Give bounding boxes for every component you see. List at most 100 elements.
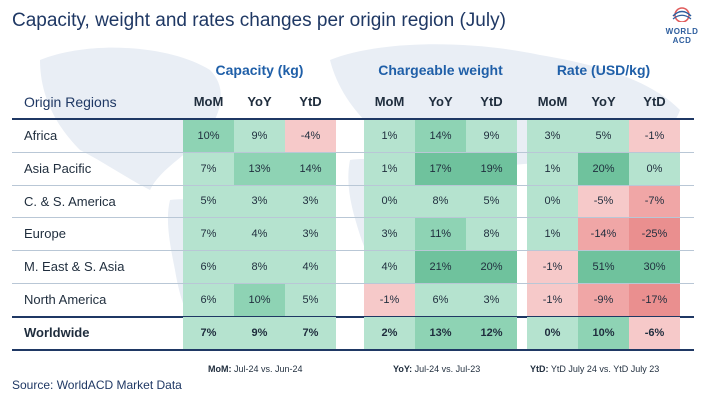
table-cell: 3%	[234, 185, 285, 218]
table-bottom-border	[12, 348, 694, 351]
column-header: MoM	[193, 94, 224, 109]
table-cell: 0%	[527, 316, 578, 349]
table-cell: 0%	[364, 185, 415, 218]
table-cell: -7%	[629, 185, 680, 218]
row-label: North America	[24, 292, 107, 307]
worldacd-logo: WORLD ACD	[654, 6, 710, 45]
footnote-text: Jul-24 vs. Jun-24	[231, 364, 303, 374]
row-label: Africa	[24, 128, 58, 143]
column-header: YtD	[299, 94, 322, 109]
table-cell: 0%	[527, 185, 578, 218]
table-cell: 13%	[234, 152, 285, 185]
table-cell: 51%	[578, 251, 629, 283]
worldwide-divider	[12, 315, 694, 318]
table-cell: -6%	[629, 316, 680, 349]
table-cell: -17%	[629, 284, 680, 316]
table-cell: 6%	[183, 284, 234, 316]
table-cell: 4%	[234, 218, 285, 251]
table-cell: 8%	[234, 251, 285, 283]
logo-line1: WORLD	[665, 27, 699, 36]
logo-line2: ACD	[672, 36, 692, 45]
group-title: Rate (USD/kg)	[556, 62, 651, 78]
table-cell: -14%	[578, 218, 629, 251]
column-header: MoM	[374, 94, 405, 109]
table-cell: 13%	[415, 316, 466, 349]
table-cell: -1%	[527, 251, 578, 283]
table-cell: 10%	[234, 284, 285, 316]
table-cell: 5%	[578, 120, 629, 152]
table-cell: 3%	[364, 218, 415, 251]
table-cell: 17%	[415, 152, 466, 185]
footnote: YtD: YtD July 24 vs. YtD July 23	[530, 364, 659, 374]
row-label: Europe	[24, 226, 66, 242]
row-divider	[12, 250, 694, 252]
table-cell: -9%	[578, 284, 629, 316]
footnote: MoM: Jul-24 vs. Jun-24	[208, 364, 303, 374]
footnote-text: YtD July 24 vs. YtD July 23	[548, 364, 660, 374]
table-cell: 5%	[183, 185, 234, 218]
table-cell: -25%	[629, 218, 680, 251]
table-cell: 9%	[466, 120, 517, 152]
table-cell: 20%	[578, 152, 629, 185]
footnote-key: YoY:	[393, 364, 413, 374]
table-cell: 9%	[234, 316, 285, 349]
table-cell: 7%	[183, 152, 234, 185]
table-cell: 10%	[578, 316, 629, 349]
table-cell: 1%	[527, 218, 578, 251]
table-cell: 3%	[466, 284, 517, 316]
footnote-text: Jul-24 vs. Jul-23	[412, 364, 481, 374]
table-cell: 4%	[285, 251, 336, 283]
table-cell: 6%	[415, 284, 466, 316]
table-cell: 4%	[364, 251, 415, 283]
table-cell: -5%	[578, 185, 629, 218]
table-cell: -4%	[285, 120, 336, 152]
table-cell: 7%	[183, 218, 234, 251]
table-cell: 7%	[183, 316, 234, 349]
footnote: YoY: Jul-24 vs. Jul-23	[393, 364, 480, 374]
table-cell: 11%	[415, 218, 466, 251]
table-cell: 20%	[466, 251, 517, 283]
row-divider	[12, 184, 694, 186]
globe-logo-icon	[672, 7, 692, 23]
table-cell: 2%	[364, 316, 415, 349]
table-cell: 8%	[466, 218, 517, 251]
table-cell: 3%	[527, 120, 578, 152]
table-cell: 1%	[364, 120, 415, 152]
column-header: YoY	[247, 94, 272, 109]
row-label: Asia Pacific	[24, 160, 92, 176]
table-cell: 1%	[364, 152, 415, 185]
table-cell: 19%	[466, 152, 517, 185]
column-header: YtD	[480, 94, 503, 109]
table-cell: 5%	[466, 185, 517, 218]
table-cell: 21%	[415, 251, 466, 283]
column-header: YoY	[428, 94, 453, 109]
table-cell: 14%	[285, 152, 336, 185]
column-header: YtD	[643, 94, 666, 109]
table-cell: 3%	[285, 218, 336, 251]
row-divider	[12, 283, 694, 284]
table-cell: 12%	[466, 316, 517, 349]
column-header: YoY	[591, 94, 616, 109]
table-cell: 14%	[415, 120, 466, 152]
origin-regions-header: Origin Regions	[24, 94, 117, 110]
table-cell: 3%	[285, 185, 336, 218]
table-cell: -1%	[629, 120, 680, 152]
source-note: Source: WorldACD Market Data	[12, 378, 182, 392]
table-cell: 0%	[629, 152, 680, 185]
table-cell: 7%	[285, 316, 336, 349]
footnote-key: MoM:	[208, 364, 232, 374]
table-cell: 5%	[285, 284, 336, 316]
group-title: Capacity (kg)	[215, 62, 304, 78]
table-cell: 8%	[415, 185, 466, 218]
row-divider	[12, 217, 694, 219]
page-title: Capacity, weight and rates changes per o…	[12, 10, 506, 31]
table-cell: 30%	[629, 251, 680, 283]
table-cell: 10%	[183, 120, 234, 152]
row-divider	[12, 151, 694, 153]
row-label: M. East & S. Asia	[24, 259, 125, 275]
table-cell: -1%	[527, 284, 578, 316]
footnote-key: YtD:	[530, 364, 549, 374]
table-cell: -1%	[364, 284, 415, 316]
column-header: MoM	[537, 94, 568, 109]
table-cell: 9%	[234, 120, 285, 152]
